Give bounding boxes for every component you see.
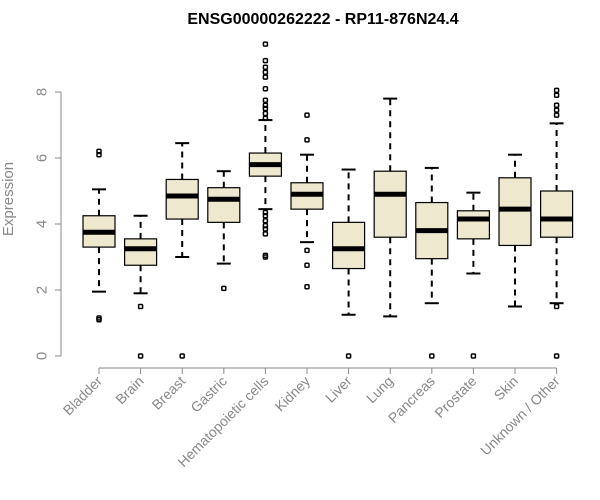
y-tick-label: 4 (33, 220, 50, 228)
x-tick-label: Unknown / Other (477, 373, 563, 459)
box-brain (123, 214, 158, 359)
outlier-point (304, 283, 310, 290)
outlier-point (553, 353, 560, 359)
outlier-point (137, 353, 144, 359)
outlier-point (96, 148, 102, 155)
y-axis-label: Expression (0, 162, 17, 236)
x-tick-label: Bladder (60, 373, 106, 419)
box-prostate (456, 191, 490, 359)
box-breast (165, 142, 199, 359)
x-tick-label: Lung (363, 373, 396, 406)
outlier-point (553, 87, 560, 94)
outlier-point (262, 74, 269, 80)
outlier-point (553, 107, 560, 113)
outlier-point (137, 303, 144, 310)
box-hematopoietic-cells (248, 41, 282, 260)
outlier-point (179, 353, 185, 359)
x-tick-label: Liver (322, 373, 355, 406)
outlier-point (304, 112, 310, 118)
outlier-point (553, 102, 560, 108)
outlier-point (262, 102, 269, 108)
box-unknown-other (539, 87, 574, 359)
y-axis: 0 2 4 6 8 (33, 88, 62, 360)
outlier-point (262, 252, 269, 259)
box-pancreas (415, 166, 449, 359)
box-bladder (82, 148, 116, 323)
x-tick-label: Skin (491, 373, 522, 404)
outlier-point (345, 353, 352, 359)
outlier-point (304, 247, 310, 254)
iqr-box (165, 178, 199, 220)
box-liver (332, 168, 366, 359)
chart-title: ENSG00000262222 - RP11-876N24.4 (187, 11, 458, 28)
iqr-box (207, 187, 241, 223)
outlier-point (262, 110, 269, 117)
y-tick-label: 6 (33, 154, 50, 162)
outlier-point (221, 285, 227, 292)
iqr-box (373, 170, 407, 238)
outlier-point (262, 57, 269, 64)
outlier-point (262, 64, 269, 70)
x-tick-label: Breast (148, 373, 188, 413)
outlier-point (304, 137, 310, 143)
x-tick-label: Prostate (431, 373, 479, 421)
outlier-point (553, 112, 560, 118)
y-tick-label: 8 (33, 88, 50, 96)
x-tick-label: Kidney (272, 373, 314, 415)
box-gastric (207, 170, 241, 292)
outlier-point (262, 209, 269, 216)
box-lung (373, 97, 407, 318)
outlier-point (470, 353, 477, 359)
iqr-box (456, 210, 490, 240)
y-tick-label: 2 (33, 286, 50, 294)
box-kidney (290, 112, 324, 290)
outlier-point (262, 222, 269, 229)
box-skin (498, 153, 532, 308)
outlier-point (262, 115, 269, 122)
iqr-box (539, 190, 574, 238)
outlier-point (262, 69, 269, 75)
outlier-point (262, 97, 269, 103)
outlier-point (304, 262, 310, 268)
outlier-point (553, 303, 560, 310)
outlier-point (429, 353, 435, 359)
x-tick-label: Brain (112, 373, 146, 407)
boxes-group (82, 41, 574, 359)
iqr-box (332, 221, 366, 270)
outlier-point (262, 231, 269, 237)
outlier-point (262, 217, 269, 224)
outlier-point (262, 85, 269, 92)
outlier-point (553, 92, 560, 99)
outlier-point (262, 41, 269, 47)
iqr-box (123, 238, 158, 266)
y-tick-label: 0 (33, 352, 50, 360)
outlier-point (96, 315, 102, 321)
